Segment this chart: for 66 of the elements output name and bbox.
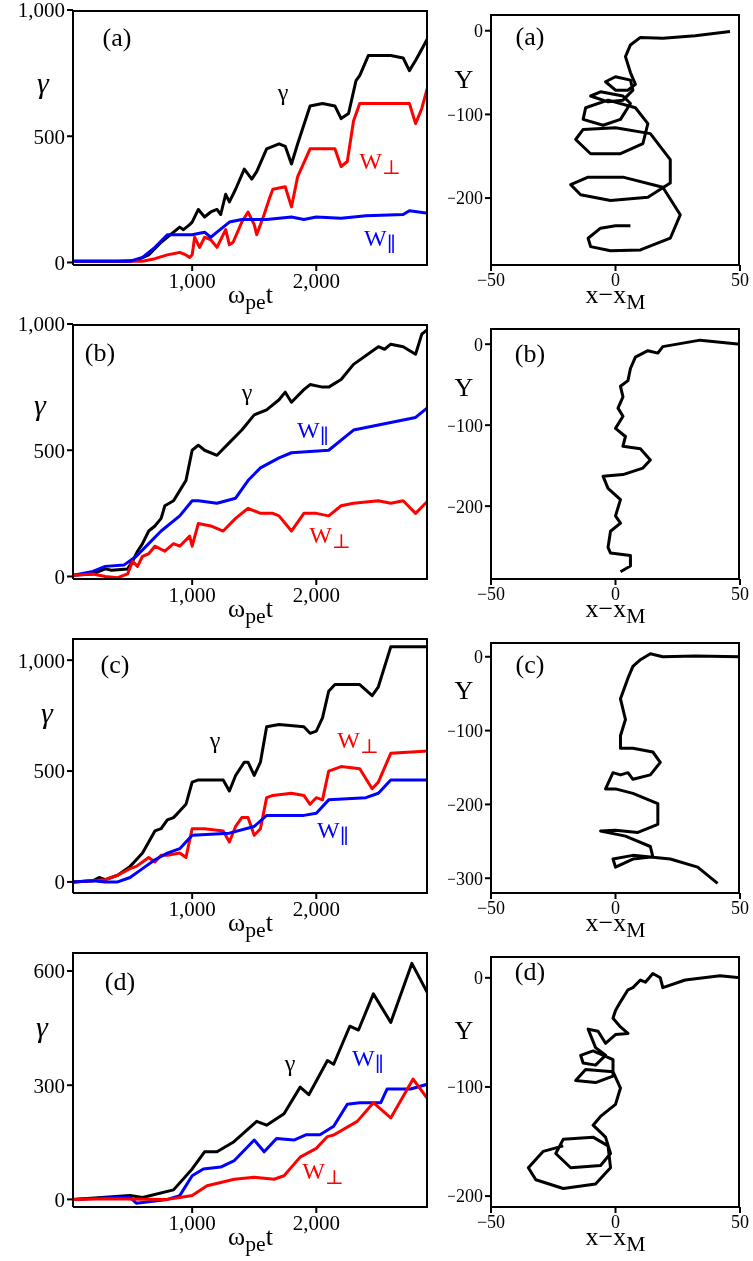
series-label: W$_{∥}$	[352, 1044, 384, 1076]
y-axis-title: Y	[454, 373, 474, 402]
series-label: γ	[284, 1050, 296, 1076]
x-tick-label: 1,000	[168, 896, 216, 921]
series-label: W$_{∥}$	[364, 224, 396, 256]
line-series	[73, 778, 428, 884]
y-axis-title: Y	[454, 65, 474, 94]
y-tick-label: 0	[474, 968, 483, 989]
x-tick-label: 1,000	[168, 268, 216, 293]
line-series	[569, 30, 732, 253]
series-label: W$_{⊥}$	[359, 147, 401, 179]
series-label: W$_{∥}$	[297, 416, 329, 448]
annotation: (c)	[515, 650, 545, 679]
annotation: (d)	[514, 957, 546, 986]
x-tick-label: 50	[731, 269, 749, 290]
y-tick-label: 1,000	[17, 0, 65, 23]
y-axis-title: γ	[41, 696, 53, 729]
series-label: W$_{⊥}$	[302, 1157, 344, 1189]
x-tick-label: −50	[476, 1211, 506, 1232]
x-tick-label: 50	[731, 1211, 749, 1232]
y-axis-title: Y	[454, 676, 474, 705]
y-tick-label: 0	[54, 870, 65, 895]
x-axis-title: ω$_{pe}$t	[228, 280, 273, 315]
line-series	[601, 338, 740, 574]
y-tick-label: 600	[33, 959, 65, 984]
y-tick-label: 0	[474, 334, 483, 355]
y-tick-label: 0	[54, 1187, 65, 1212]
y-tick-label: 300	[33, 1073, 65, 1098]
annotation: (d)	[104, 967, 136, 996]
series-label: W$_{∥}$	[317, 816, 349, 848]
series-label: γ	[209, 727, 221, 753]
x-axis-title: ω$_{pe}$t	[228, 594, 273, 629]
x-tick-label: 50	[731, 897, 749, 918]
y-axis-title: γ	[37, 66, 49, 99]
annotation: (c)	[100, 650, 130, 679]
y-tick-label: 500	[33, 759, 65, 784]
series-label: γ	[277, 79, 289, 105]
y-tick-label: 0	[474, 21, 483, 42]
x-tick-label: 50	[731, 583, 749, 604]
y-axis-title: γ	[36, 1010, 48, 1043]
y-tick-label: 1,000	[17, 648, 65, 673]
x-tick-label: 2,000	[292, 896, 340, 921]
x-tick-label: 1,000	[168, 582, 216, 607]
annotation: (a)	[515, 22, 545, 51]
series-label: W$_{⊥}$	[337, 726, 379, 758]
x-tick-label: 2,000	[292, 582, 340, 607]
x-tick-label: −50	[476, 897, 506, 918]
annotation: (a)	[102, 23, 132, 52]
series-label: W$_{⊥}$	[309, 521, 351, 553]
line-series	[599, 652, 740, 885]
y-axis-title: γ	[34, 388, 46, 421]
x-tick-label: −50	[476, 583, 506, 604]
x-tick-label: 1,000	[168, 1210, 216, 1235]
annotation: (b)	[514, 339, 546, 368]
x-axis-title: ω$_{pe}$t	[228, 1222, 273, 1257]
annotation: (b)	[84, 338, 116, 367]
y-tick-label: 500	[33, 124, 65, 149]
y-tick-label: 1,000	[17, 312, 65, 337]
x-axis-title: ω$_{pe}$t	[228, 908, 273, 943]
x-tick-label: 2,000	[292, 268, 340, 293]
y-tick-label: 0	[474, 647, 483, 668]
x-tick-label: 2,000	[292, 1210, 340, 1235]
y-tick-label: 500	[33, 438, 65, 463]
x-tick-label: −50	[476, 269, 506, 290]
series-label: γ	[241, 379, 253, 405]
y-axis-title: Y	[454, 1016, 474, 1045]
